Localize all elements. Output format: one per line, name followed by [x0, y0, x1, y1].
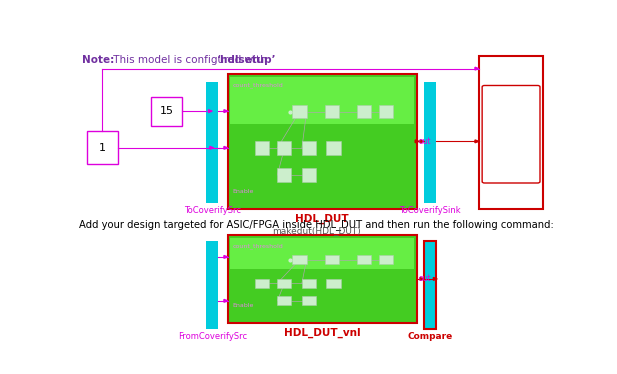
Bar	[479, 56, 544, 209]
Polygon shape	[224, 255, 228, 258]
Bar	[302, 168, 316, 182]
Bar	[151, 97, 183, 126]
Text: Note:: Note:	[82, 55, 114, 65]
Bar	[206, 82, 218, 203]
Bar	[292, 255, 307, 264]
Text: 1: 1	[99, 143, 106, 153]
Bar	[206, 241, 218, 328]
Bar	[302, 297, 316, 305]
Text: count_threshold: count_threshold	[233, 82, 283, 88]
Bar	[277, 297, 291, 305]
Text: ToCoverifySink: ToCoverifySink	[399, 206, 461, 215]
Polygon shape	[420, 140, 424, 143]
Bar	[325, 255, 339, 264]
Polygon shape	[420, 278, 424, 280]
Text: 15: 15	[160, 106, 174, 116]
Text: FromCoverifySrc: FromCoverifySrc	[178, 332, 247, 341]
Polygon shape	[224, 110, 228, 113]
Bar	[86, 131, 118, 165]
Bar	[230, 77, 414, 124]
Text: HDL_DUT_vnl: HDL_DUT_vnl	[284, 328, 360, 338]
Text: Compare: Compare	[407, 332, 452, 341]
Text: This model is configured with: This model is configured with	[110, 55, 270, 65]
Bar	[302, 141, 316, 155]
Bar	[302, 279, 316, 288]
Bar	[379, 255, 394, 264]
Polygon shape	[224, 147, 228, 149]
Bar	[277, 141, 291, 155]
Bar	[230, 238, 414, 269]
Polygon shape	[224, 300, 228, 302]
Text: makedut(HDL_DUT): makedut(HDL_DUT)	[272, 226, 360, 235]
Bar	[292, 105, 307, 118]
Bar	[277, 168, 291, 182]
Bar	[326, 279, 341, 288]
Bar	[228, 235, 416, 323]
Polygon shape	[433, 278, 437, 280]
Polygon shape	[209, 110, 212, 113]
Bar	[357, 105, 371, 118]
Bar	[325, 105, 339, 118]
Polygon shape	[210, 147, 213, 149]
Polygon shape	[475, 140, 479, 143]
Bar	[255, 279, 269, 288]
Polygon shape	[475, 67, 479, 70]
Bar	[379, 105, 394, 118]
Text: out: out	[419, 275, 432, 283]
Text: ‘hdlsetup’: ‘hdlsetup’	[217, 55, 277, 65]
Bar	[255, 141, 269, 155]
Bar	[424, 82, 436, 203]
Bar	[424, 241, 436, 328]
Text: HDL_DUT: HDL_DUT	[296, 214, 349, 224]
Text: ToCoverifySrc: ToCoverifySrc	[184, 206, 241, 215]
Text: count_threshold: count_threshold	[233, 243, 283, 249]
Bar	[357, 255, 371, 264]
Bar	[228, 74, 416, 209]
Text: Enable: Enable	[233, 189, 254, 194]
Bar	[326, 141, 341, 155]
Bar	[277, 279, 291, 288]
FancyBboxPatch shape	[482, 86, 540, 183]
Text: Add your design targeted for ASIC/FPGA inside HDL_DUT and then run the following: Add your design targeted for ASIC/FPGA i…	[79, 220, 553, 230]
Polygon shape	[415, 140, 419, 143]
Text: out: out	[419, 137, 432, 146]
Text: Enable: Enable	[233, 303, 254, 308]
